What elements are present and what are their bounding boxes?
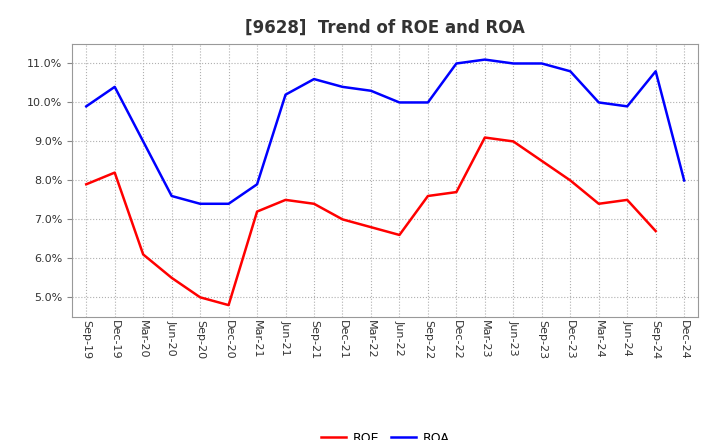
ROA [480, 57, 489, 62]
ROE [110, 170, 119, 175]
Line: ROE: ROE [86, 138, 656, 305]
ROE [452, 190, 461, 195]
ROA [652, 69, 660, 74]
ROA [110, 84, 119, 89]
ROA [139, 139, 148, 144]
ROE [395, 232, 404, 238]
ROE [566, 178, 575, 183]
ROA [310, 77, 318, 82]
ROA [253, 182, 261, 187]
ROE [595, 201, 603, 206]
ROE [537, 158, 546, 164]
ROE [338, 217, 347, 222]
ROA [282, 92, 290, 97]
ROA [338, 84, 347, 89]
ROA [566, 69, 575, 74]
ROE [652, 228, 660, 234]
ROA [680, 178, 688, 183]
ROE [196, 295, 204, 300]
ROE [623, 197, 631, 202]
Line: ROA: ROA [86, 59, 684, 204]
ROE [139, 252, 148, 257]
ROA [366, 88, 375, 93]
ROA [167, 193, 176, 198]
ROE [225, 302, 233, 308]
ROA [395, 100, 404, 105]
ROA [623, 104, 631, 109]
ROE [282, 197, 290, 202]
ROA [537, 61, 546, 66]
ROA [82, 104, 91, 109]
ROE [82, 182, 91, 187]
ROE [509, 139, 518, 144]
Title: [9628]  Trend of ROE and ROA: [9628] Trend of ROE and ROA [246, 19, 525, 37]
Legend: ROE, ROA: ROE, ROA [316, 427, 454, 440]
ROE [366, 224, 375, 230]
ROA [509, 61, 518, 66]
ROE [480, 135, 489, 140]
ROE [167, 275, 176, 280]
ROA [452, 61, 461, 66]
ROE [310, 201, 318, 206]
ROA [196, 201, 204, 206]
ROA [423, 100, 432, 105]
ROA [595, 100, 603, 105]
ROE [423, 193, 432, 198]
ROA [225, 201, 233, 206]
ROE [253, 209, 261, 214]
